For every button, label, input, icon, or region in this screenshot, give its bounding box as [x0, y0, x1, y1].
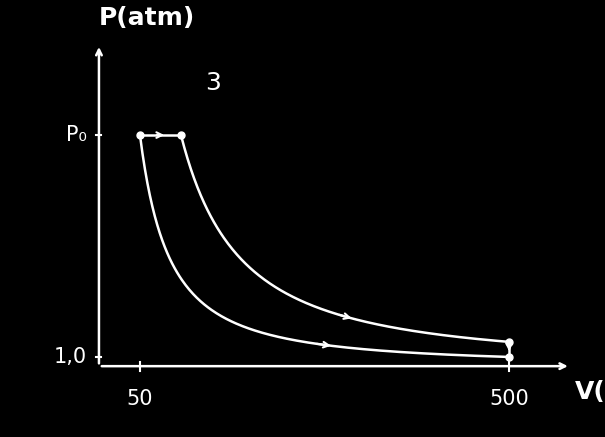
Text: 3: 3: [206, 71, 221, 95]
Text: P(atm): P(atm): [99, 7, 195, 30]
Text: V(cm³): V(cm³): [575, 380, 605, 404]
Text: P₀: P₀: [66, 125, 87, 145]
Text: 1,0: 1,0: [53, 347, 87, 367]
Text: 50: 50: [126, 389, 153, 409]
Text: 500: 500: [489, 389, 529, 409]
